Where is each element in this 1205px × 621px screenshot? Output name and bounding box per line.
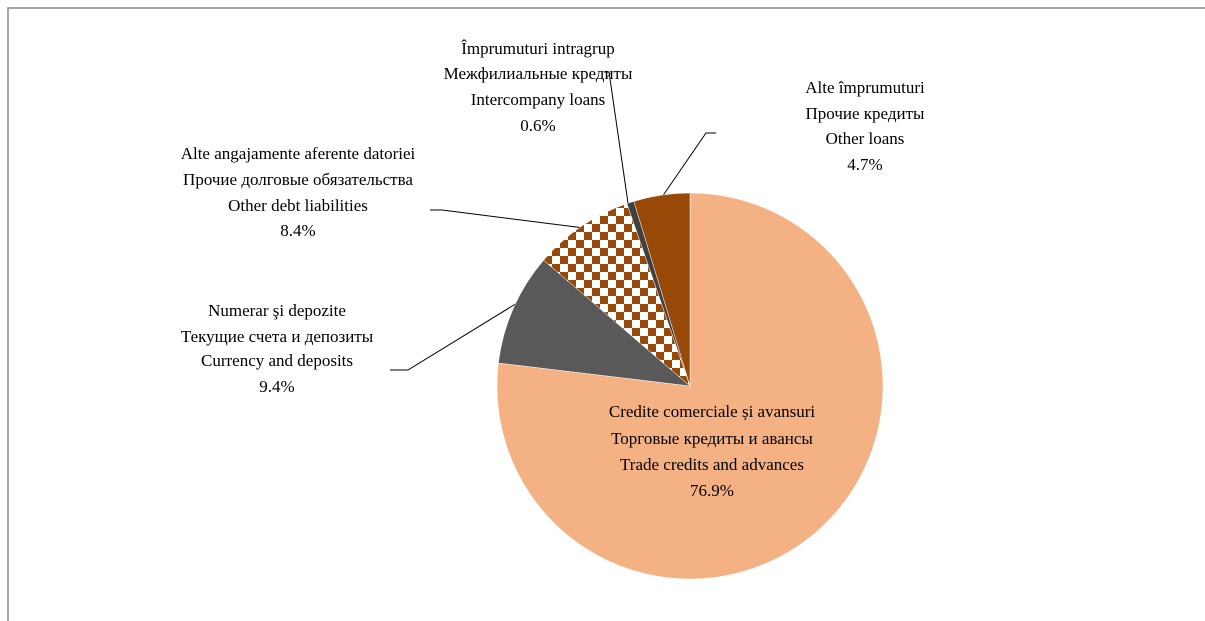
leader-line [661,132,716,198]
value-label: 4.7% [847,155,882,174]
leader-line [430,209,585,229]
leader-lines [390,71,716,371]
slice-label: Alte împrumuturi [805,78,925,97]
value-label: 0.6% [520,116,555,135]
slice-label: Trade credits and advances [620,455,804,474]
pie-slice [496,192,884,580]
slice-label: Межфилиальные кредиты [444,64,633,83]
slice-label: Прочие кредиты [806,104,926,123]
slice-label: Other debt liabilities [228,196,368,215]
value-label: 9.4% [259,377,294,396]
slice-label: Credite comerciale și avansuri [609,402,816,421]
slice-label: Alte angajamente aferente datoriei [181,144,416,163]
slice-label: Текущие счета и депозиты [181,327,374,346]
slice-label: Other loans [826,129,905,148]
pie-slice [633,192,691,387]
slice-label: Торговые кредиты и авансы [611,429,813,448]
leader-line [604,71,629,204]
pie-slice [498,259,691,387]
value-label: 76.9% [690,481,734,500]
leader-line [390,299,523,371]
slice-label: Прочие долговые обязательства [183,170,413,189]
frame [7,7,1205,621]
slice-label: Numerar şi depozite [208,301,346,320]
slice-label: Currency and deposits [201,351,353,370]
slice-label: Împrumuturi intragrup [461,39,614,58]
slice-label: Intercompany loans [471,90,606,109]
value-label: 8.4% [280,221,315,240]
pie-slice [543,203,691,387]
